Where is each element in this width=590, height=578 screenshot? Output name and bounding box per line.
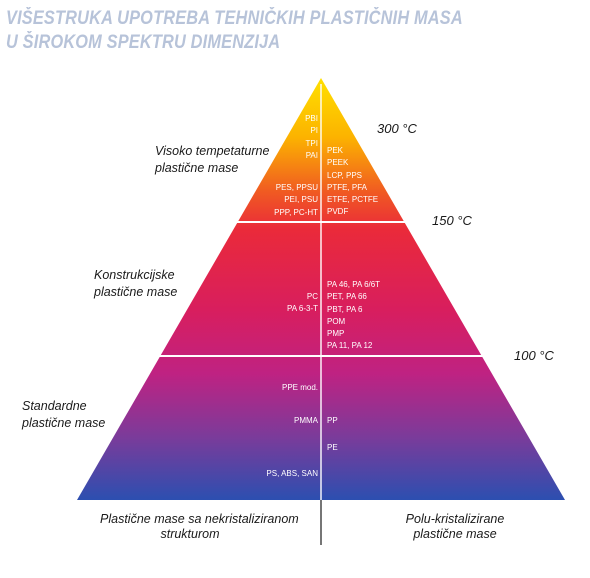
tier-label-standard-line2: plastične mase [22,416,106,430]
high-amorphous-list: PBI PI TPI PAI [305,113,318,162]
engineering-semicrystalline-list: PA 46, PA 6/6T PET, PA 66 PBT, PA 6 POM … [327,279,380,353]
tier-label-standard: Standardne plastične mase [22,398,105,432]
material-item: PEEK [327,158,349,168]
material-item: PI [310,126,318,136]
material-item: PTFE, PFA [327,182,368,192]
tier-label-high-line1: Visoko tempetaturne [155,144,270,158]
material-item: PEK [327,146,344,155]
temperature-300: 300 °C [377,121,417,136]
tier-label-high: Visoko tempetaturne plastične mase [155,143,269,177]
material-item: PC [306,292,318,301]
high-semicrystalline-list: PEK PEEK LCP, PPS PTFE, PFA ETFE, PCTFE … [327,145,378,219]
material-item: PBT, PA 6 [327,304,363,314]
bottom-label-semicrystalline: Polu-kristalizirane plastične mase [380,512,530,542]
standard-item-pp: PP [327,416,338,425]
bottom-label-amorphous-line2: strukturom [160,527,220,541]
bottom-label-amorphous: Plastične mase sa nekristaliziranom stru… [100,512,299,542]
standard-item-ppe: PPE mod. [281,383,318,392]
engineering-amorphous-list: PC PA 6-3-T [287,291,318,316]
temperature-100: 100 °C [514,348,554,363]
tier-label-standard-line1: Standardne [22,399,87,413]
material-item: PAI [305,150,318,160]
material-item: PPP, PC-HT [274,207,318,217]
material-item: PET, PA 66 [327,292,367,302]
high-amorphous-list-2: PES, PPSU PEI, PSU PPP, PC-HT [274,182,318,219]
material-item: ETFE, PCTFE [327,195,379,205]
material-item: POM [327,316,346,326]
standard-item-ps: PS, ABS, SAN [266,469,318,478]
bottom-label-amorphous-line1: Plastične mase sa nekristaliziranom [100,512,299,526]
tier-label-engineering: Konstrukcijske plastične mase [94,267,177,301]
standard-item-pmma: PMMA [294,416,318,425]
material-item: LCP, PPS [327,170,362,180]
standard-item-pe: PE [327,443,338,452]
material-item: PVDF [327,207,349,217]
material-item: PA 6-3-T [287,304,318,314]
bottom-label-semicrystalline-line1: Polu-kristalizirane [405,512,505,526]
material-item: PES, PPSU [275,183,318,192]
tier-label-high-line2: plastične mase [155,161,239,175]
material-item: TPI [305,138,318,148]
material-item: PBI [305,114,318,123]
material-item: PA 46, PA 6/6T [327,280,381,289]
page-title-line1: VIŠESTRUKA UPOTREBA TEHNIČKIH PLASTIČNIH… [6,8,463,29]
tier-label-engineering-line1: Konstrukcijske [94,268,175,282]
page-title-line2: U ŠIROKOM SPEKTRU DIMENZIJA [6,32,281,53]
bottom-label-semicrystalline-line2: plastične mase [413,527,497,541]
tier-label-engineering-line2: plastične mase [94,285,178,299]
temperature-150: 150 °C [432,213,472,228]
material-item: PEI, PSU [284,195,318,205]
material-item: PMP [327,329,345,339]
material-item: PA 11, PA 12 [327,341,373,351]
